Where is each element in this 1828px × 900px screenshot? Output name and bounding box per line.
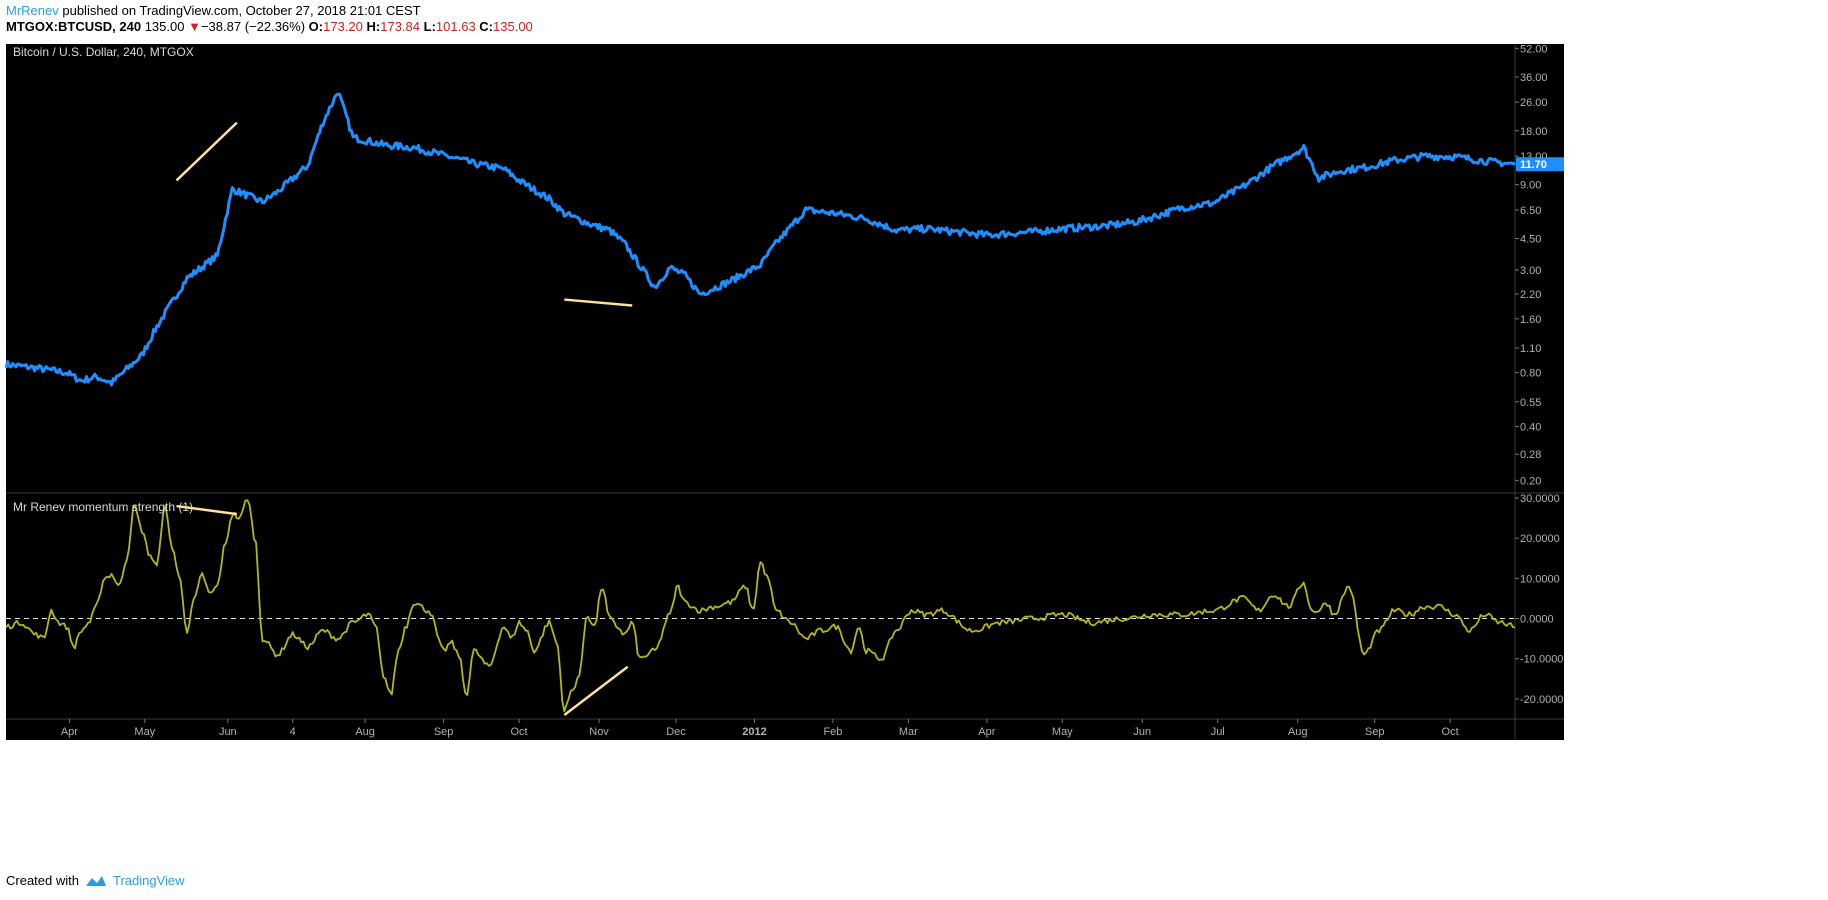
- price-trendline: [564, 298, 633, 307]
- last-price-tag: [1516, 157, 1564, 172]
- time-axis-tick-label: Jun: [219, 726, 237, 738]
- oscillator-axis-tick-label: 10.0000: [1520, 573, 1560, 585]
- low-value: 101.63: [435, 19, 476, 34]
- price-axis-tick-label: 1.10: [1520, 343, 1541, 355]
- high-value: 173.84: [380, 19, 420, 34]
- price-axis-tick-label: 4.50: [1520, 233, 1541, 245]
- time-axis-tick-label: May: [1052, 726, 1073, 738]
- time-axis-tick-label: Feb: [823, 726, 842, 738]
- time-axis-tick-label: Sep: [434, 726, 454, 738]
- plot-background: [6, 44, 1515, 740]
- time-axis-tick-label: Aug: [1288, 726, 1308, 738]
- time-axis-tick-label: Jul: [1211, 726, 1225, 738]
- oscillator-axis-tick-label: -10.0000: [1520, 654, 1563, 666]
- price-change: −38.87 (−22.36%): [200, 19, 306, 34]
- created-with-text: Created with: [6, 873, 79, 888]
- chart-header: MrRenev published on TradingView.com, Oc…: [6, 3, 533, 35]
- price-axis-tick-label: 52.00: [1520, 44, 1548, 55]
- tradingview-logo-icon: [85, 875, 106, 886]
- down-arrow-icon: ▼: [188, 19, 201, 34]
- time-axis-tick-label: 2012: [742, 726, 766, 738]
- publish-line: MrRenev published on TradingView.com, Oc…: [6, 3, 533, 19]
- time-axis-tick-label: Apr: [61, 726, 78, 738]
- price-axis-tick-label: 2.20: [1520, 289, 1541, 301]
- low-label: L:: [423, 19, 436, 34]
- price-axis-tick-label: 36.00: [1520, 72, 1548, 84]
- time-axis-tick-label: Sep: [1365, 726, 1385, 738]
- price-axis-tick-label: 0.28: [1520, 449, 1541, 461]
- price-axis-tick-label: 26.00: [1520, 97, 1548, 109]
- oscillator-axis-tick-label: 20.0000: [1520, 533, 1560, 545]
- close-value: 135.00: [493, 19, 533, 34]
- time-axis-tick-label: Nov: [589, 726, 609, 738]
- price-trendline: [175, 121, 238, 182]
- price-axis-tick-label: 6.50: [1520, 205, 1541, 217]
- oscillator-trendline: [176, 504, 238, 516]
- time-axis-tick-label: May: [134, 726, 155, 738]
- price-axis-tick-label: 0.55: [1520, 397, 1541, 409]
- chart-canvas[interactable]: 0.20 0.28 0.40 0.55 0.80 1.10 1.60 2.20 3.00 4.50…: [0, 43, 1828, 870]
- last-price-tag-label: 11.70: [1520, 159, 1547, 171]
- time-axis-tick-label: Mar: [899, 726, 918, 738]
- oscillator-pane-title: Mr Renev momentum strength (1): [13, 500, 193, 514]
- price-axis-tick-label: 1.60: [1520, 314, 1541, 326]
- right-margin: [1564, 44, 1828, 740]
- oscillator-axis-tick-label: -20.0000: [1520, 694, 1563, 706]
- price-series-line: [4, 92, 1516, 387]
- tradingview-link[interactable]: TradingView: [112, 873, 185, 888]
- time-axis-tick-label: Oct: [1442, 726, 1459, 738]
- symbol-label: MTGOX:BTCUSD, 240: [6, 19, 142, 34]
- close-label: C:: [479, 19, 494, 34]
- oscillator-trendline: [563, 665, 629, 716]
- last-price: 135.00: [144, 19, 185, 34]
- price-axis-tick-label: 0.40: [1520, 422, 1541, 434]
- author-link[interactable]: MrRenev: [6, 3, 59, 18]
- oscillator-axis-tick-label: 30.0000: [1520, 493, 1560, 505]
- price-pane-title: Bitcoin / U.S. Dollar, 240, MTGOX: [13, 45, 194, 59]
- price-axis-tick-label: 3.00: [1520, 265, 1541, 277]
- time-axis-tick-label: Jun: [1133, 726, 1151, 738]
- time-axis-tick-label: Dec: [666, 726, 686, 738]
- open-label: O:: [308, 19, 324, 34]
- published-text: published on TradingView.com, October 27…: [58, 3, 421, 18]
- left-margin: [0, 44, 6, 740]
- price-axis-tick-label: 0.80: [1520, 368, 1541, 380]
- price-axis-tick-label: 0.20: [1520, 475, 1541, 487]
- open-value: 173.20: [323, 19, 363, 34]
- time-axis-tick-label: Aug: [355, 726, 375, 738]
- oscillator-series-line: [5, 499, 1516, 713]
- footer: Created with TradingView: [6, 873, 185, 888]
- oscillator-axis-tick-label: 0.0000: [1520, 614, 1554, 626]
- time-axis-tick-label: Oct: [510, 726, 527, 738]
- price-axis-tick-label: 18.00: [1520, 126, 1548, 138]
- symbol-line: MTGOX:BTCUSD, 240 135.00 ▼−38.87 (−22.36…: [6, 19, 533, 35]
- price-axis-tick-label: 9.00: [1520, 180, 1541, 192]
- time-axis-tick-label: 4: [290, 726, 296, 738]
- chart-area[interactable]: 0.20 0.28 0.40 0.55 0.80 1.10 1.60 2.20 3.00 4.50…: [0, 43, 1828, 870]
- time-axis-tick-label: Apr: [978, 726, 995, 738]
- high-label: H:: [366, 19, 381, 34]
